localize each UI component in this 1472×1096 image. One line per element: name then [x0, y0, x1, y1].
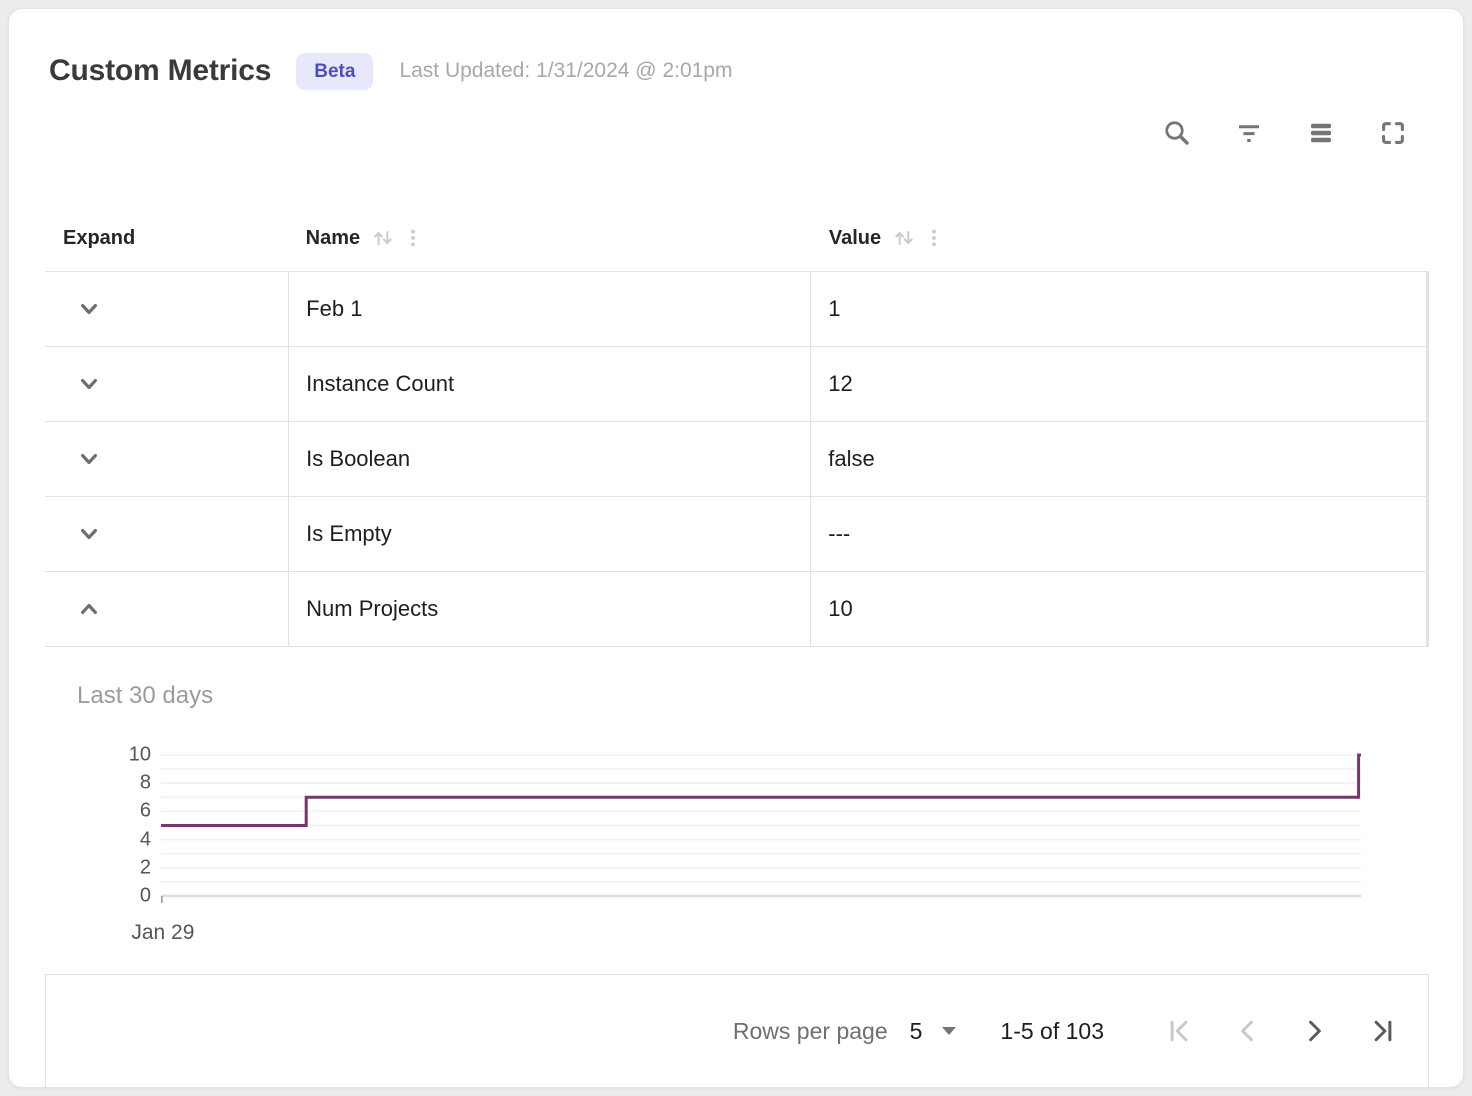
- table-row: Feb 1 1: [45, 271, 1426, 346]
- collapse-row-button[interactable]: [69, 589, 109, 629]
- step-line-chart: 10 8 6 4 2 0 Jan 29: [45, 744, 1463, 944]
- x-tick-label: Jan 29: [131, 921, 195, 944]
- expand-row-button[interactable]: [69, 364, 109, 404]
- column-header-name-label: Name: [305, 226, 361, 249]
- expand-cell: [45, 347, 288, 421]
- table-row: Num Projects 10: [45, 571, 1426, 646]
- rows-per-page-value: 5: [909, 1017, 923, 1044]
- chart-y-axis: 10 8 6 4 2 0: [45, 744, 161, 907]
- rows-per-page-select[interactable]: 5: [910, 1018, 957, 1045]
- chevron-up-icon: [75, 595, 103, 623]
- y-tick-label: 4: [139, 828, 151, 851]
- value-cell: 12: [810, 347, 1426, 421]
- y-tick-label: 8: [139, 771, 151, 794]
- column-menu-icon[interactable]: [923, 225, 945, 251]
- y-tick-label: 2: [139, 856, 151, 879]
- fullscreen-button[interactable]: [1377, 117, 1409, 149]
- sort-icon[interactable]: [370, 225, 396, 251]
- y-tick-label: 10: [128, 743, 151, 766]
- column-menu-icon[interactable]: [402, 225, 424, 251]
- expand-cell: [45, 422, 288, 496]
- expand-cell: [45, 497, 288, 571]
- beta-badge: Beta: [296, 52, 374, 90]
- column-header-value: Value: [812, 225, 1429, 251]
- chevron-down-icon: [75, 520, 103, 548]
- pagination-footer: Rows per page 5 1-5 of 103: [45, 974, 1429, 1087]
- column-header-expand: Expand: [45, 227, 289, 250]
- value-cell: false: [810, 422, 1426, 496]
- table-row: Is Boolean false: [45, 421, 1426, 496]
- page-title: Custom Metrics: [49, 54, 272, 87]
- chart-title: Last 30 days: [77, 682, 214, 709]
- expanded-row-chart-panel: Last 30 days 10 8 6 4 2 0 Jan 29: [45, 681, 1463, 944]
- expand-row-button[interactable]: [69, 514, 109, 554]
- filter-icon: [1234, 118, 1264, 148]
- chevron-down-icon: [75, 445, 103, 473]
- first-page-button[interactable]: [1164, 1016, 1194, 1046]
- column-header-expand-label: Expand: [63, 226, 136, 249]
- expand-row-button[interactable]: [69, 289, 109, 329]
- table-toolbar: [9, 115, 1409, 151]
- column-header-value-label: Value: [828, 226, 882, 249]
- density-button[interactable]: [1305, 117, 1337, 149]
- chart-line-svg: [161, 753, 1361, 903]
- table-row: Is Empty ---: [45, 496, 1426, 571]
- name-header-icons: [370, 225, 424, 251]
- table-row: Instance Count 12: [45, 346, 1426, 421]
- previous-page-button[interactable]: [1232, 1016, 1262, 1046]
- custom-metrics-card: Custom Metrics Beta Last Updated: 1/31/2…: [8, 8, 1464, 1088]
- value-cell: 10: [810, 572, 1426, 646]
- sort-icon[interactable]: [891, 225, 917, 251]
- density-icon: [1306, 118, 1336, 148]
- pagination-range-label: 1-5 of 103: [1000, 1017, 1104, 1044]
- last-updated-text: Last Updated: 1/31/2024 @ 2:01pm: [399, 59, 733, 82]
- value-header-icons: [891, 225, 945, 251]
- name-cell: Is Empty: [288, 497, 810, 571]
- y-tick-label: 0: [139, 884, 151, 907]
- rows-per-page-label: Rows per page: [732, 1017, 888, 1044]
- table-body: Feb 1 1 Instance Count 12: [45, 271, 1429, 647]
- value-cell: 1: [810, 272, 1426, 346]
- pagination-nav: [1126, 1016, 1398, 1046]
- expand-cell: [45, 272, 288, 346]
- search-icon: [1162, 118, 1192, 148]
- last-page-button[interactable]: [1368, 1016, 1398, 1046]
- chevron-down-icon: [75, 370, 103, 398]
- header: Custom Metrics Beta Last Updated: 1/31/2…: [49, 47, 1423, 95]
- y-tick-label: 6: [139, 799, 151, 822]
- name-cell: Instance Count: [288, 347, 810, 421]
- value-cell: ---: [810, 497, 1426, 571]
- name-cell: Is Boolean: [288, 422, 810, 496]
- name-cell: Num Projects: [288, 572, 810, 646]
- column-header-name: Name: [289, 225, 812, 251]
- last-page-icon: [1368, 1016, 1398, 1046]
- name-cell: Feb 1: [288, 272, 810, 346]
- filter-button[interactable]: [1233, 117, 1265, 149]
- next-page-button[interactable]: [1300, 1016, 1330, 1046]
- search-button[interactable]: [1161, 117, 1193, 149]
- fullscreen-icon: [1378, 118, 1408, 148]
- caret-down-icon: [942, 1027, 957, 1035]
- first-page-icon: [1164, 1016, 1194, 1046]
- chevron-down-icon: [75, 295, 103, 323]
- expand-cell: [45, 572, 288, 646]
- expand-row-button[interactable]: [69, 439, 109, 479]
- chevron-right-icon: [1300, 1016, 1330, 1046]
- chart-plot-area: Jan 29: [131, 753, 1361, 944]
- metrics-table: Expand Name Value: [45, 205, 1429, 647]
- chevron-left-icon: [1232, 1016, 1262, 1046]
- table-header-row: Expand Name Value: [45, 205, 1429, 271]
